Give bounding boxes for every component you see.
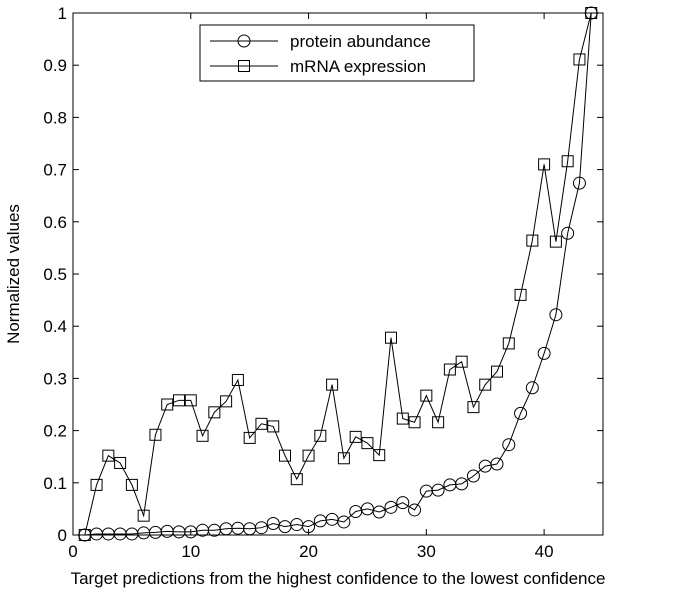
data-point bbox=[537, 346, 551, 360]
series-layer bbox=[78, 6, 598, 542]
legend-marker bbox=[238, 60, 250, 72]
data-point bbox=[572, 176, 586, 190]
data-point bbox=[161, 398, 174, 411]
data-point bbox=[502, 438, 516, 452]
data-point bbox=[385, 331, 397, 344]
data-point bbox=[384, 500, 398, 514]
y-tick-label: 0 bbox=[58, 526, 67, 545]
data-point bbox=[396, 496, 410, 510]
data-point bbox=[538, 158, 551, 171]
data-point bbox=[360, 502, 374, 516]
data-point bbox=[279, 449, 291, 462]
y-axis-label: Normalized values bbox=[4, 204, 23, 344]
data-point bbox=[337, 515, 351, 529]
data-point bbox=[196, 429, 209, 442]
data-point bbox=[243, 431, 256, 444]
data-point bbox=[490, 457, 504, 471]
y-tick-label: 0.6 bbox=[43, 213, 67, 232]
y-tick-label: 0.1 bbox=[43, 474, 67, 493]
y-tick-label: 0.3 bbox=[43, 369, 67, 388]
y-tick-label: 0.5 bbox=[43, 265, 67, 284]
data-point bbox=[102, 449, 115, 462]
data-point bbox=[254, 521, 268, 535]
legend-marker bbox=[237, 34, 251, 48]
y-tick-label: 0.8 bbox=[43, 108, 67, 127]
data-point bbox=[525, 381, 539, 395]
data-point bbox=[466, 469, 480, 483]
data-point bbox=[372, 505, 386, 519]
data-point bbox=[502, 337, 515, 350]
data-point bbox=[467, 401, 480, 414]
data-point bbox=[455, 477, 469, 491]
data-point bbox=[561, 226, 575, 240]
axis-ticks: 0 10 20 30 40 0 0.1 0.2 0.3 0.4 0.5 0.6 0.7 0.8 0.9 1 bbox=[43, 4, 603, 561]
data-point bbox=[125, 478, 138, 491]
data-point bbox=[326, 378, 339, 391]
legend-label: mRNA expression bbox=[290, 57, 426, 76]
data-point bbox=[255, 417, 268, 430]
data-point bbox=[173, 394, 185, 407]
data-point bbox=[337, 452, 350, 465]
y-tick-label: 0.7 bbox=[43, 161, 67, 180]
data-point bbox=[561, 155, 574, 168]
data-point bbox=[431, 483, 445, 497]
data-point bbox=[349, 430, 362, 443]
data-point bbox=[573, 53, 586, 66]
data-point bbox=[302, 449, 315, 462]
data-point bbox=[302, 520, 316, 534]
y-tick-label: 0.9 bbox=[43, 56, 67, 75]
data-point bbox=[184, 394, 197, 407]
data-point bbox=[432, 416, 445, 429]
y-tick-label: 0.4 bbox=[43, 317, 67, 336]
data-point bbox=[361, 437, 374, 450]
data-point bbox=[137, 509, 150, 522]
data-point bbox=[114, 456, 127, 469]
data-point bbox=[290, 473, 303, 486]
data-point bbox=[78, 529, 91, 541]
x-axis-label: Target predictions from the highest conf… bbox=[71, 569, 606, 588]
data-point bbox=[373, 449, 386, 462]
legend-label: protein abundance bbox=[290, 32, 431, 51]
data-point bbox=[549, 308, 563, 322]
data-point bbox=[267, 420, 280, 433]
data-point bbox=[266, 517, 280, 531]
series-line bbox=[84, 12, 592, 536]
data-point bbox=[420, 389, 433, 402]
data-point bbox=[479, 378, 492, 391]
legend: protein abundance mRNA expression bbox=[199, 24, 475, 82]
y-tick-label: 0.2 bbox=[43, 422, 67, 441]
plot-area bbox=[72, 12, 604, 536]
series-mrna-expression bbox=[78, 7, 598, 541]
data-point bbox=[408, 416, 421, 429]
x-tick-label: 20 bbox=[299, 542, 318, 561]
x-tick-label: 10 bbox=[181, 542, 200, 561]
x-tick-label: 30 bbox=[417, 542, 436, 561]
data-point bbox=[208, 406, 221, 419]
data-point bbox=[90, 478, 103, 491]
data-point bbox=[514, 406, 528, 420]
y-tick-label: 1 bbox=[58, 4, 67, 23]
data-point bbox=[514, 288, 527, 301]
data-point bbox=[149, 428, 162, 441]
data-point bbox=[396, 412, 409, 425]
data-point bbox=[220, 395, 233, 408]
data-point bbox=[455, 355, 468, 368]
data-point bbox=[549, 235, 562, 248]
x-tick-label: 0 bbox=[68, 542, 77, 561]
x-tick-label: 40 bbox=[535, 542, 554, 561]
data-point bbox=[443, 363, 456, 376]
data-point bbox=[231, 373, 244, 386]
data-point bbox=[408, 503, 422, 517]
data-point bbox=[314, 429, 327, 442]
data-point bbox=[585, 7, 598, 19]
data-point bbox=[526, 234, 539, 247]
data-point bbox=[491, 365, 503, 378]
